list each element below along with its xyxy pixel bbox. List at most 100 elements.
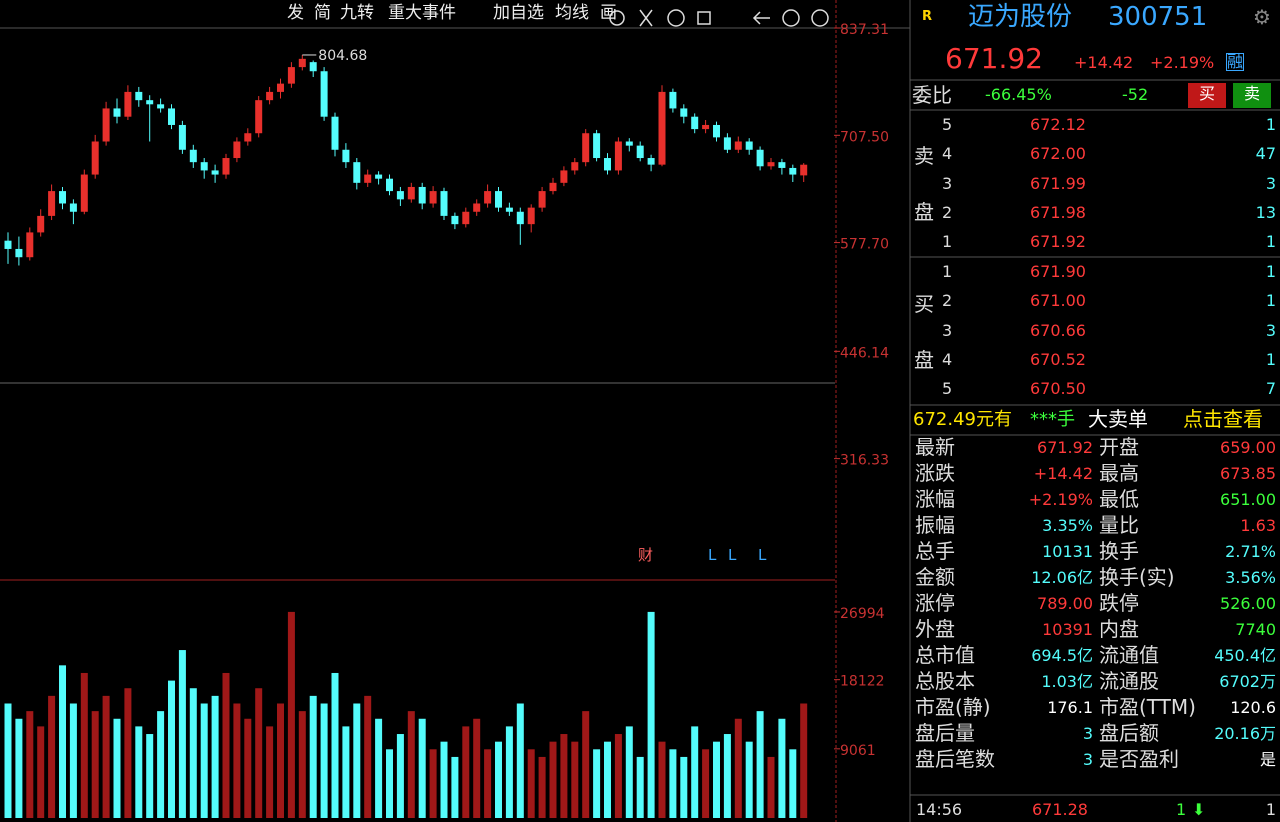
candle-body — [396, 191, 404, 200]
buy-button[interactable]: 买 — [1188, 83, 1226, 108]
book-qty: 7 — [1265, 379, 1276, 399]
toolbar-button[interactable]: 九转 — [340, 3, 374, 23]
toolbar-button[interactable]: 加自选 — [493, 3, 544, 23]
arrow: ⬇ — [1192, 800, 1206, 819]
volume-bar — [429, 749, 437, 818]
volume-bar — [4, 703, 12, 818]
banner-text[interactable]: 672.49元有 — [913, 409, 1012, 430]
candle-body — [287, 67, 295, 84]
candle-body — [233, 141, 241, 159]
book-qty: 3 — [1265, 320, 1276, 340]
toolbar-button[interactable]: 发 — [287, 3, 304, 23]
stat-label: 最低 — [1099, 487, 1139, 511]
side-label: 盘 — [914, 348, 934, 372]
stat-label: 市盈(静) — [915, 695, 991, 719]
volume-bar — [200, 703, 208, 818]
candle-body — [571, 162, 579, 171]
volume-bar — [495, 741, 502, 818]
volume-bar — [745, 741, 753, 818]
stat-value: 526.00 — [1220, 594, 1276, 613]
volume-bar — [713, 741, 720, 818]
candle-body — [778, 162, 786, 168]
candle-body — [4, 240, 12, 249]
volume-bar — [26, 711, 34, 818]
volume-tick-label: 9061 — [840, 743, 876, 759]
candle-body — [505, 207, 513, 212]
event-marker[interactable]: 财 — [638, 546, 654, 564]
sell-button[interactable]: 卖 — [1233, 83, 1271, 108]
toolbar-button[interactable]: 画 — [600, 3, 617, 23]
volume-bar — [549, 741, 557, 818]
candle-body — [538, 191, 546, 208]
candle-body — [440, 191, 448, 216]
toolbar-button[interactable]: 简 — [314, 3, 331, 23]
volume-bar — [342, 726, 350, 818]
candle-body — [451, 215, 459, 225]
volume-bar — [69, 703, 77, 818]
banner-text[interactable]: 大卖单 — [1088, 407, 1148, 431]
stat-value: 3 — [1082, 724, 1093, 743]
event-marker[interactable]: L — [708, 546, 717, 564]
book-level: 1 — [942, 262, 953, 281]
candle-body — [222, 158, 230, 175]
stat-label: 开盘 — [1099, 435, 1139, 459]
volume-bar — [135, 726, 143, 818]
candle-body — [418, 186, 426, 204]
candle-body — [669, 91, 677, 109]
event-marker[interactable]: L — [758, 546, 767, 564]
volume-bar — [756, 711, 764, 818]
volume-bar — [102, 695, 110, 818]
banner-text[interactable]: ***手 — [1030, 409, 1075, 430]
stat-label: 涨停 — [915, 591, 955, 615]
stat-label: 总市值 — [915, 643, 975, 667]
volume-bar — [418, 718, 426, 818]
volume-bar — [505, 726, 513, 818]
volume-bar — [636, 756, 644, 818]
y-tick-label: 316.33 — [840, 453, 889, 469]
toolbar-button[interactable]: 重大事件 — [388, 3, 456, 23]
stock-code: 300751 — [1108, 2, 1208, 32]
stat-label: 量比 — [1099, 513, 1139, 537]
stat-value: 120.6 — [1230, 698, 1276, 717]
candle-body — [211, 170, 219, 175]
stat-value: 450.4亿 — [1214, 646, 1276, 665]
stat-value: 659.00 — [1220, 438, 1276, 457]
volume-bar — [59, 665, 66, 818]
stat-label: 总手 — [915, 539, 955, 563]
stat-label: 盘后笔数 — [915, 747, 995, 771]
weibi-ratio: -66.45% — [985, 85, 1052, 104]
book-price: 672.12 — [1030, 115, 1086, 134]
candle-body — [309, 62, 317, 72]
volume-bar — [800, 703, 808, 818]
toolbar-button[interactable]: 均线 — [555, 3, 589, 23]
stat-label: 总股本 — [915, 669, 975, 693]
volume-bar — [375, 718, 383, 818]
book-price: 671.90 — [1030, 262, 1086, 281]
book-price: 671.98 — [1030, 202, 1086, 222]
candle-body — [244, 133, 252, 142]
event-marker[interactable]: L — [728, 546, 737, 564]
volume-bar — [298, 711, 306, 818]
volume-bar — [178, 650, 186, 818]
book-level: 5 — [942, 379, 953, 399]
banner-text[interactable]: 点击查看 — [1183, 407, 1263, 431]
side-label: 买 — [914, 292, 934, 316]
side-label: 盘 — [914, 200, 934, 224]
tick-volume: 1 — [1176, 800, 1187, 819]
volume-bar — [407, 711, 415, 818]
toolbar-icons[interactable] — [609, 9, 829, 27]
candle-body — [386, 178, 393, 192]
settings-icon[interactable]: ⚙ — [1253, 5, 1271, 29]
volume-bar — [538, 756, 546, 818]
volume-bar — [778, 718, 786, 818]
candle-body — [135, 91, 143, 101]
book-qty: 13 — [1255, 202, 1276, 222]
volume-bar — [734, 718, 742, 818]
candle-body — [429, 191, 437, 204]
book-qty: 3 — [1265, 173, 1276, 193]
candle-body — [473, 203, 481, 212]
candle-body — [713, 124, 720, 138]
candle-body — [745, 141, 753, 150]
volume-bar — [146, 734, 154, 818]
y-tick-label: 707.50 — [840, 129, 889, 145]
